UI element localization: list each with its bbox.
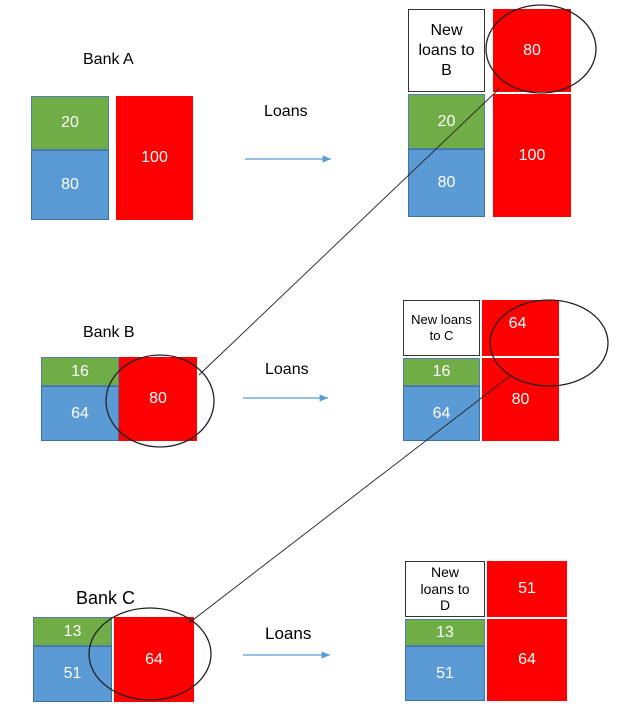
bank-c-title: Bank C [76,588,136,608]
result-b-new-loans-label: New loans to C [403,300,480,356]
bank-c-liability: 64 [114,617,194,702]
loans-label-a: Loans [264,103,308,120]
circle-result-a-new-loans [485,4,597,94]
circle-bank-b-liability [105,354,215,448]
circle-bank-c-liability [88,607,212,701]
bank-c-reserves: 13 [33,617,112,646]
loans-label-c: Loans [265,624,312,643]
loans-label-b: Loans [265,361,309,378]
result-c-new-loans-value: 51 [487,561,567,617]
bank-a-liability: 100 [116,96,193,220]
bank-a-title: Bank A [83,51,134,68]
result-c-liability: 64 [487,619,567,701]
bank-a-reserves: 20 [31,96,109,150]
connector-c-to-result-b [188,375,511,624]
result-c-new-loans-label: New loans to D [405,561,485,617]
result-a-new-loans-value: 80 [493,9,571,92]
bank-b-reserves: 16 [41,357,119,386]
circle-result-b-new-loans [489,299,609,387]
result-b-reserves: 16 [403,358,480,386]
result-c-deposits: 51 [405,646,485,701]
result-b-new-loans-value: 64 [482,300,559,356]
result-a-new-loans-label: New loans to B [408,9,485,92]
bank-b-liability: 80 [119,357,197,441]
result-a-reserves: 20 [408,94,485,149]
connector-b-to-result-a [198,87,501,376]
result-c-reserves: 13 [405,619,485,646]
bank-a-deposits: 80 [31,150,109,220]
bank-c-deposits: 51 [33,646,112,702]
result-a-liability: 100 [493,94,571,217]
result-b-liability: 80 [482,358,559,441]
result-b-deposits: 64 [403,386,480,441]
result-a-deposits: 80 [408,149,485,217]
bank-b-title: Bank B [83,324,135,341]
